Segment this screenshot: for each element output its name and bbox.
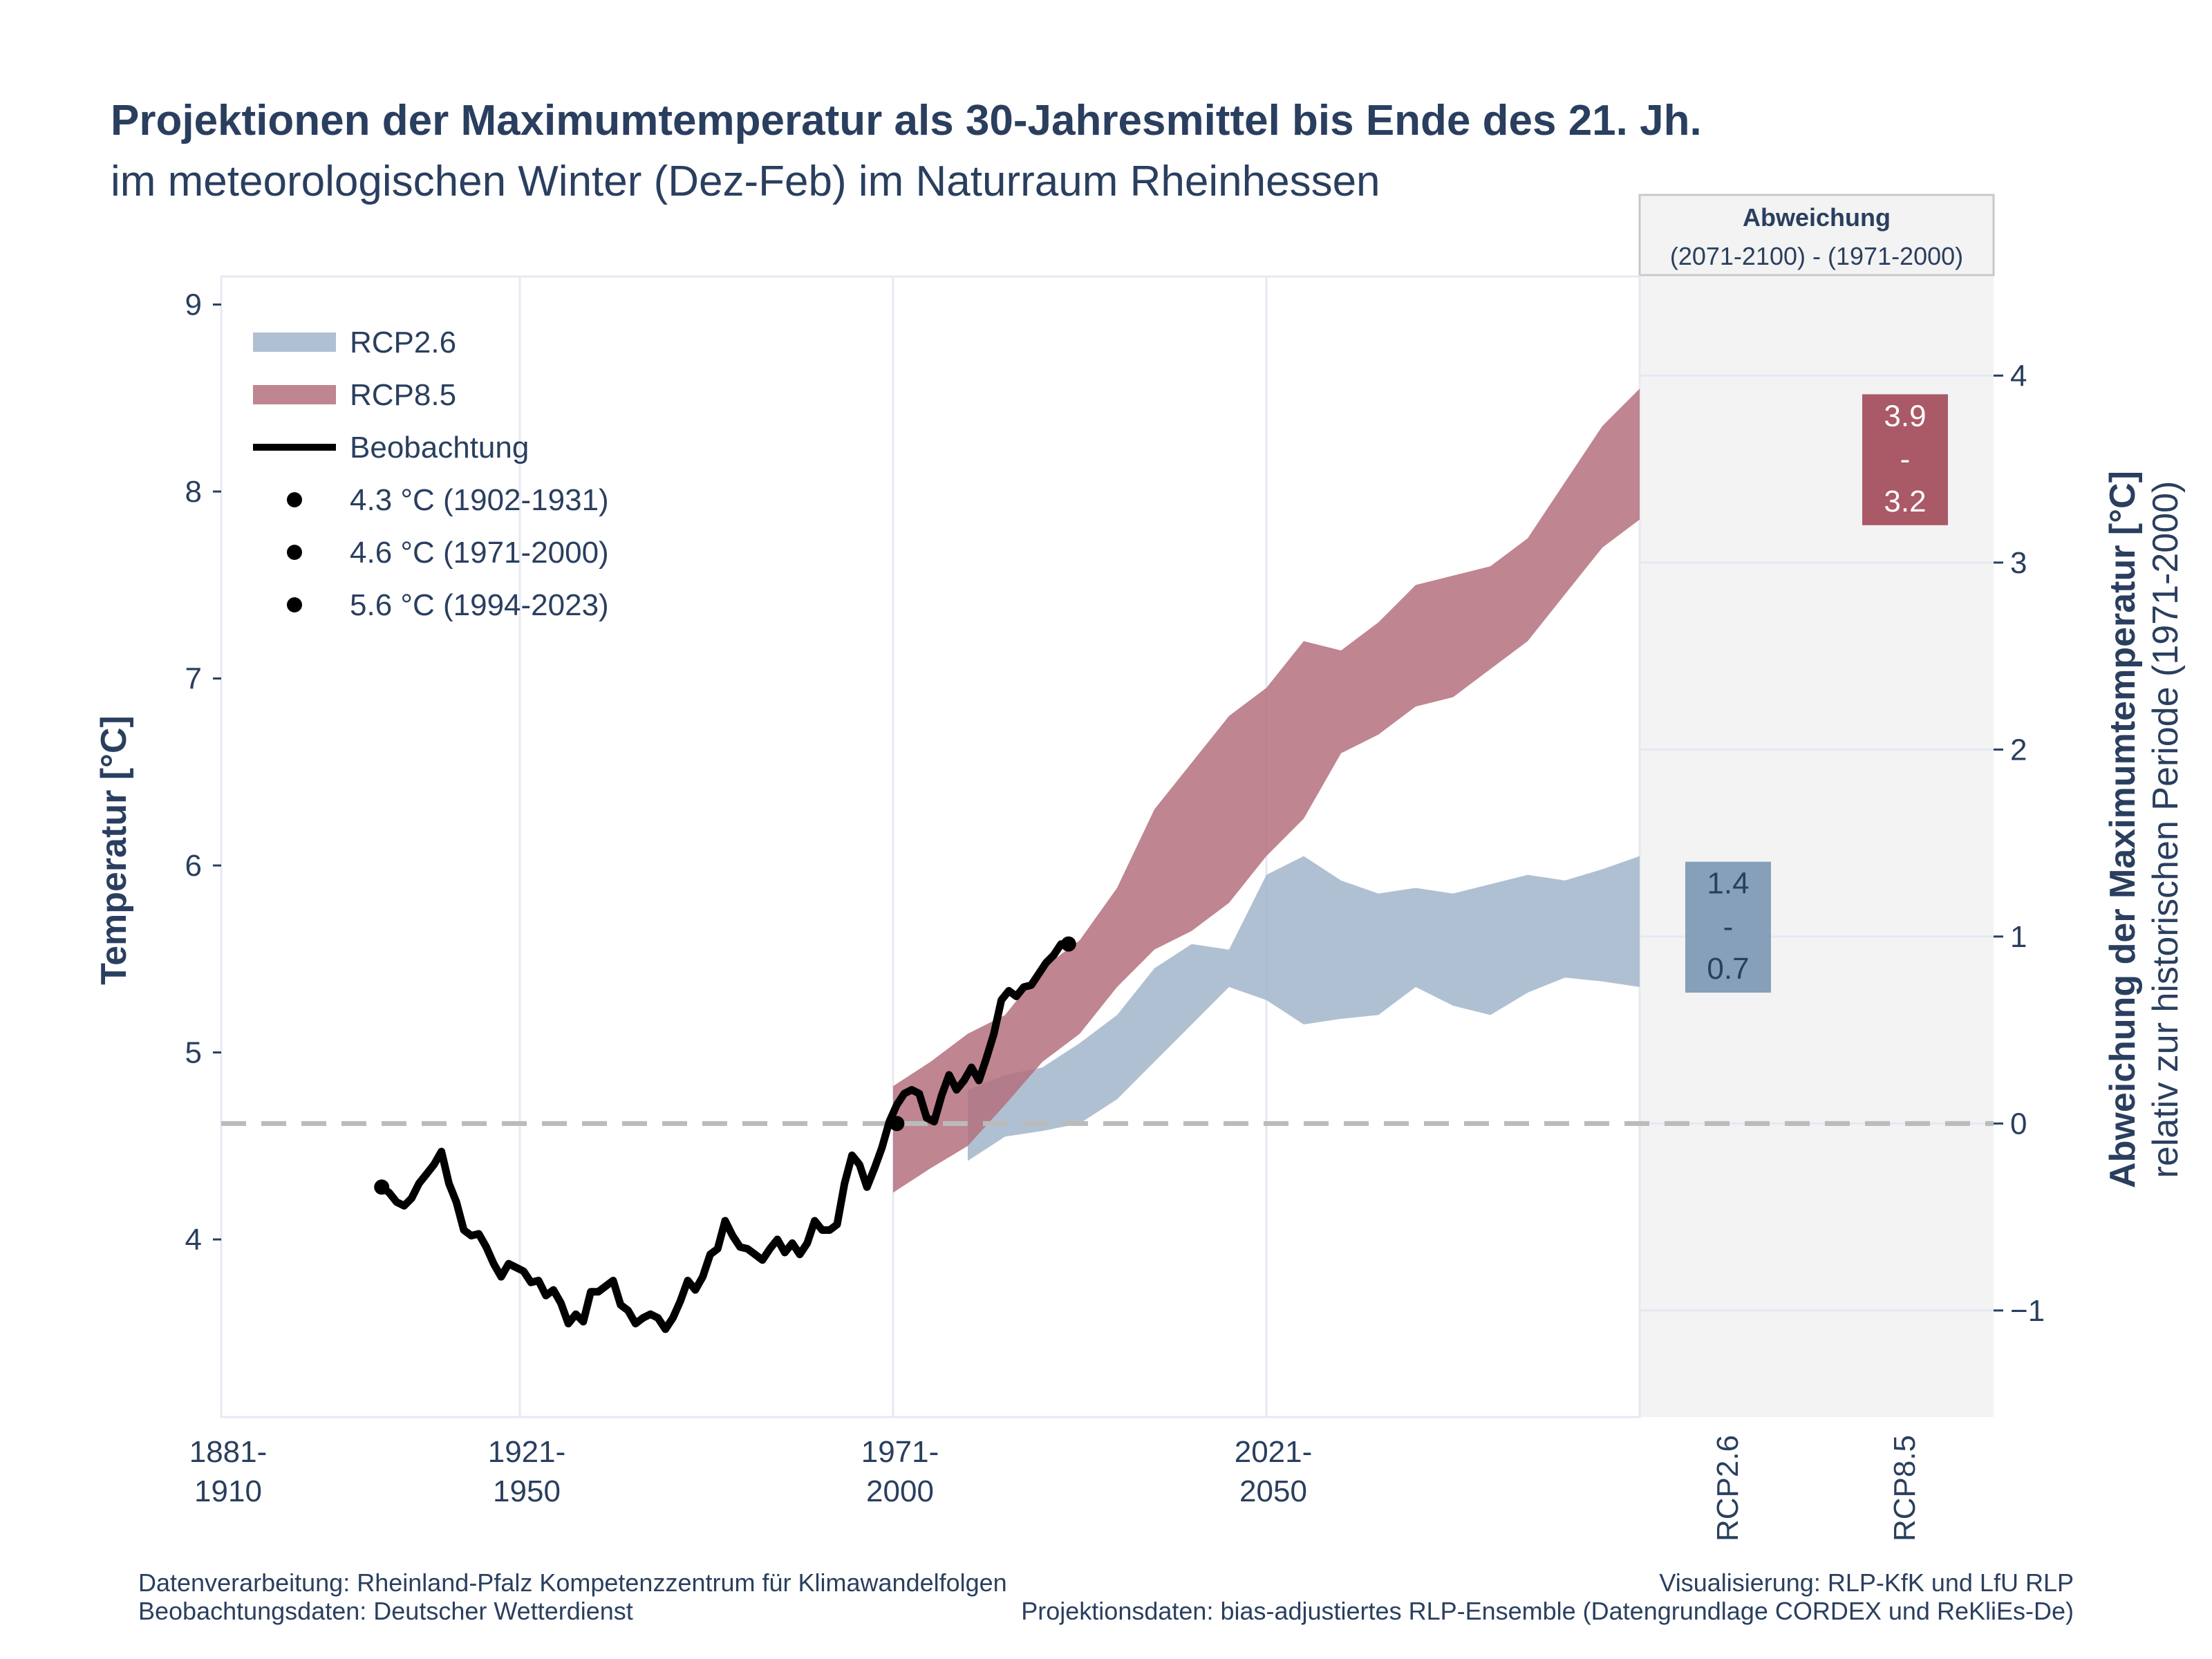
deviation-panel-header <box>1638 194 1995 276</box>
deviation-box-value: - <box>1723 910 1734 944</box>
x-tick-label: 2050 <box>1239 1474 1307 1508</box>
y2-axis-title: Abweichung der Maximumtemperatur [°C] <box>2103 471 2143 1188</box>
footer-visualisation: Visualisierung: RLP-KfK und LfU RLP <box>1659 1568 2074 1597</box>
y2-tick-label: 2 <box>2010 733 2027 767</box>
legend-label: RCP8.5 <box>350 378 456 412</box>
y2-axis-subtitle: relativ zur historischen Periode (1971-2… <box>2146 481 2186 1179</box>
y2-tick-label: 4 <box>2010 359 2027 393</box>
chart-title: Projektionen der Maximumtemperatur als 3… <box>111 97 1702 144</box>
y2-tick-label: 0 <box>2010 1107 2027 1141</box>
x-tick-label: 1881- <box>189 1435 268 1469</box>
deviation-box-value: 1.4 <box>1707 867 1749 901</box>
deviation-boxes: 1.4 - 0.7 3.9 - 3.2 <box>1685 394 1948 993</box>
band-rcp26 <box>968 856 1640 1161</box>
legend-swatch <box>253 385 336 404</box>
deviation-box-rcp26 <box>1685 861 1771 993</box>
y-tick-label: 6 <box>185 849 202 883</box>
projection-bands <box>893 388 1640 1193</box>
y-tick-label: 9 <box>185 288 202 322</box>
x-tick-label: 1971- <box>861 1435 939 1469</box>
x-tick-label: 2000 <box>866 1474 934 1508</box>
x-tick-label: 1910 <box>194 1474 262 1508</box>
observation-marker <box>374 1179 390 1195</box>
y-axis-title: Temperatur [°C] <box>94 715 134 985</box>
legend: RCP2.6 RCP8.5 Beobachtung 4.3 °C (1902-1931… <box>253 326 609 622</box>
x-tick-label: 1950 <box>493 1474 561 1508</box>
deviation-box-value: 0.7 <box>1707 952 1749 986</box>
y-tick-label: 7 <box>185 662 202 696</box>
y-tick-label: 5 <box>185 1036 202 1070</box>
x-tick-label: 1921- <box>488 1435 566 1469</box>
legend-label: 4.6 °C (1971-2000) <box>350 536 609 570</box>
observation-series <box>374 936 1076 1333</box>
legend-label: 4.3 °C (1902-1931) <box>350 483 609 517</box>
deviation-box-value: 3.9 <box>1884 399 1926 433</box>
legend-marker <box>287 597 302 612</box>
observation-marker <box>1060 936 1076 952</box>
legend-label: RCP2.6 <box>350 326 456 359</box>
legend-marker <box>287 492 302 507</box>
deviation-panel-header-title: Abweichung <box>1743 203 1891 232</box>
observation-marker <box>889 1116 905 1132</box>
y2-tick-label: 3 <box>2010 546 2027 580</box>
y-tick-label: 8 <box>185 475 202 509</box>
legend-marker <box>287 545 302 560</box>
deviation-box-value: 3.2 <box>1884 485 1926 518</box>
panel-category-label: RCP2.6 <box>1711 1435 1745 1541</box>
footer-data-processing: Datenverarbeitung: Rheinland-Pfalz Kompe… <box>138 1568 1007 1597</box>
y2-tick-label: −1 <box>2010 1294 2045 1328</box>
x-tick-label: 2021- <box>1235 1435 1313 1469</box>
footer-observation-source: Beobachtungsdaten: Deutscher Wetterdiens… <box>138 1597 633 1625</box>
legend-label: 5.6 °C (1994-2023) <box>350 588 609 622</box>
y-tick-label: 4 <box>185 1223 202 1257</box>
observation-line <box>377 940 1073 1333</box>
legend-swatch <box>253 332 336 352</box>
legend-label: Beobachtung <box>350 431 529 465</box>
deviation-box-value: - <box>1900 442 1911 476</box>
y2-tick-label: 1 <box>2010 920 2027 954</box>
chart-subtitle: im meteorologischen Winter (Dez-Feb) im … <box>111 158 1380 205</box>
footer-projection-source: Projektionsdaten: bias-adjustiertes RLP-… <box>1021 1597 2074 1625</box>
deviation-panel-header-period: (2071-2100) - (1971-2000) <box>1670 242 1963 270</box>
panel-category-label: RCP8.5 <box>1888 1435 1922 1541</box>
axes: 4567891881-19101921-19501971-20002021-20… <box>185 288 2045 1541</box>
band-rcp85 <box>893 388 1640 1193</box>
deviation-box-rcp85 <box>1862 394 1948 525</box>
